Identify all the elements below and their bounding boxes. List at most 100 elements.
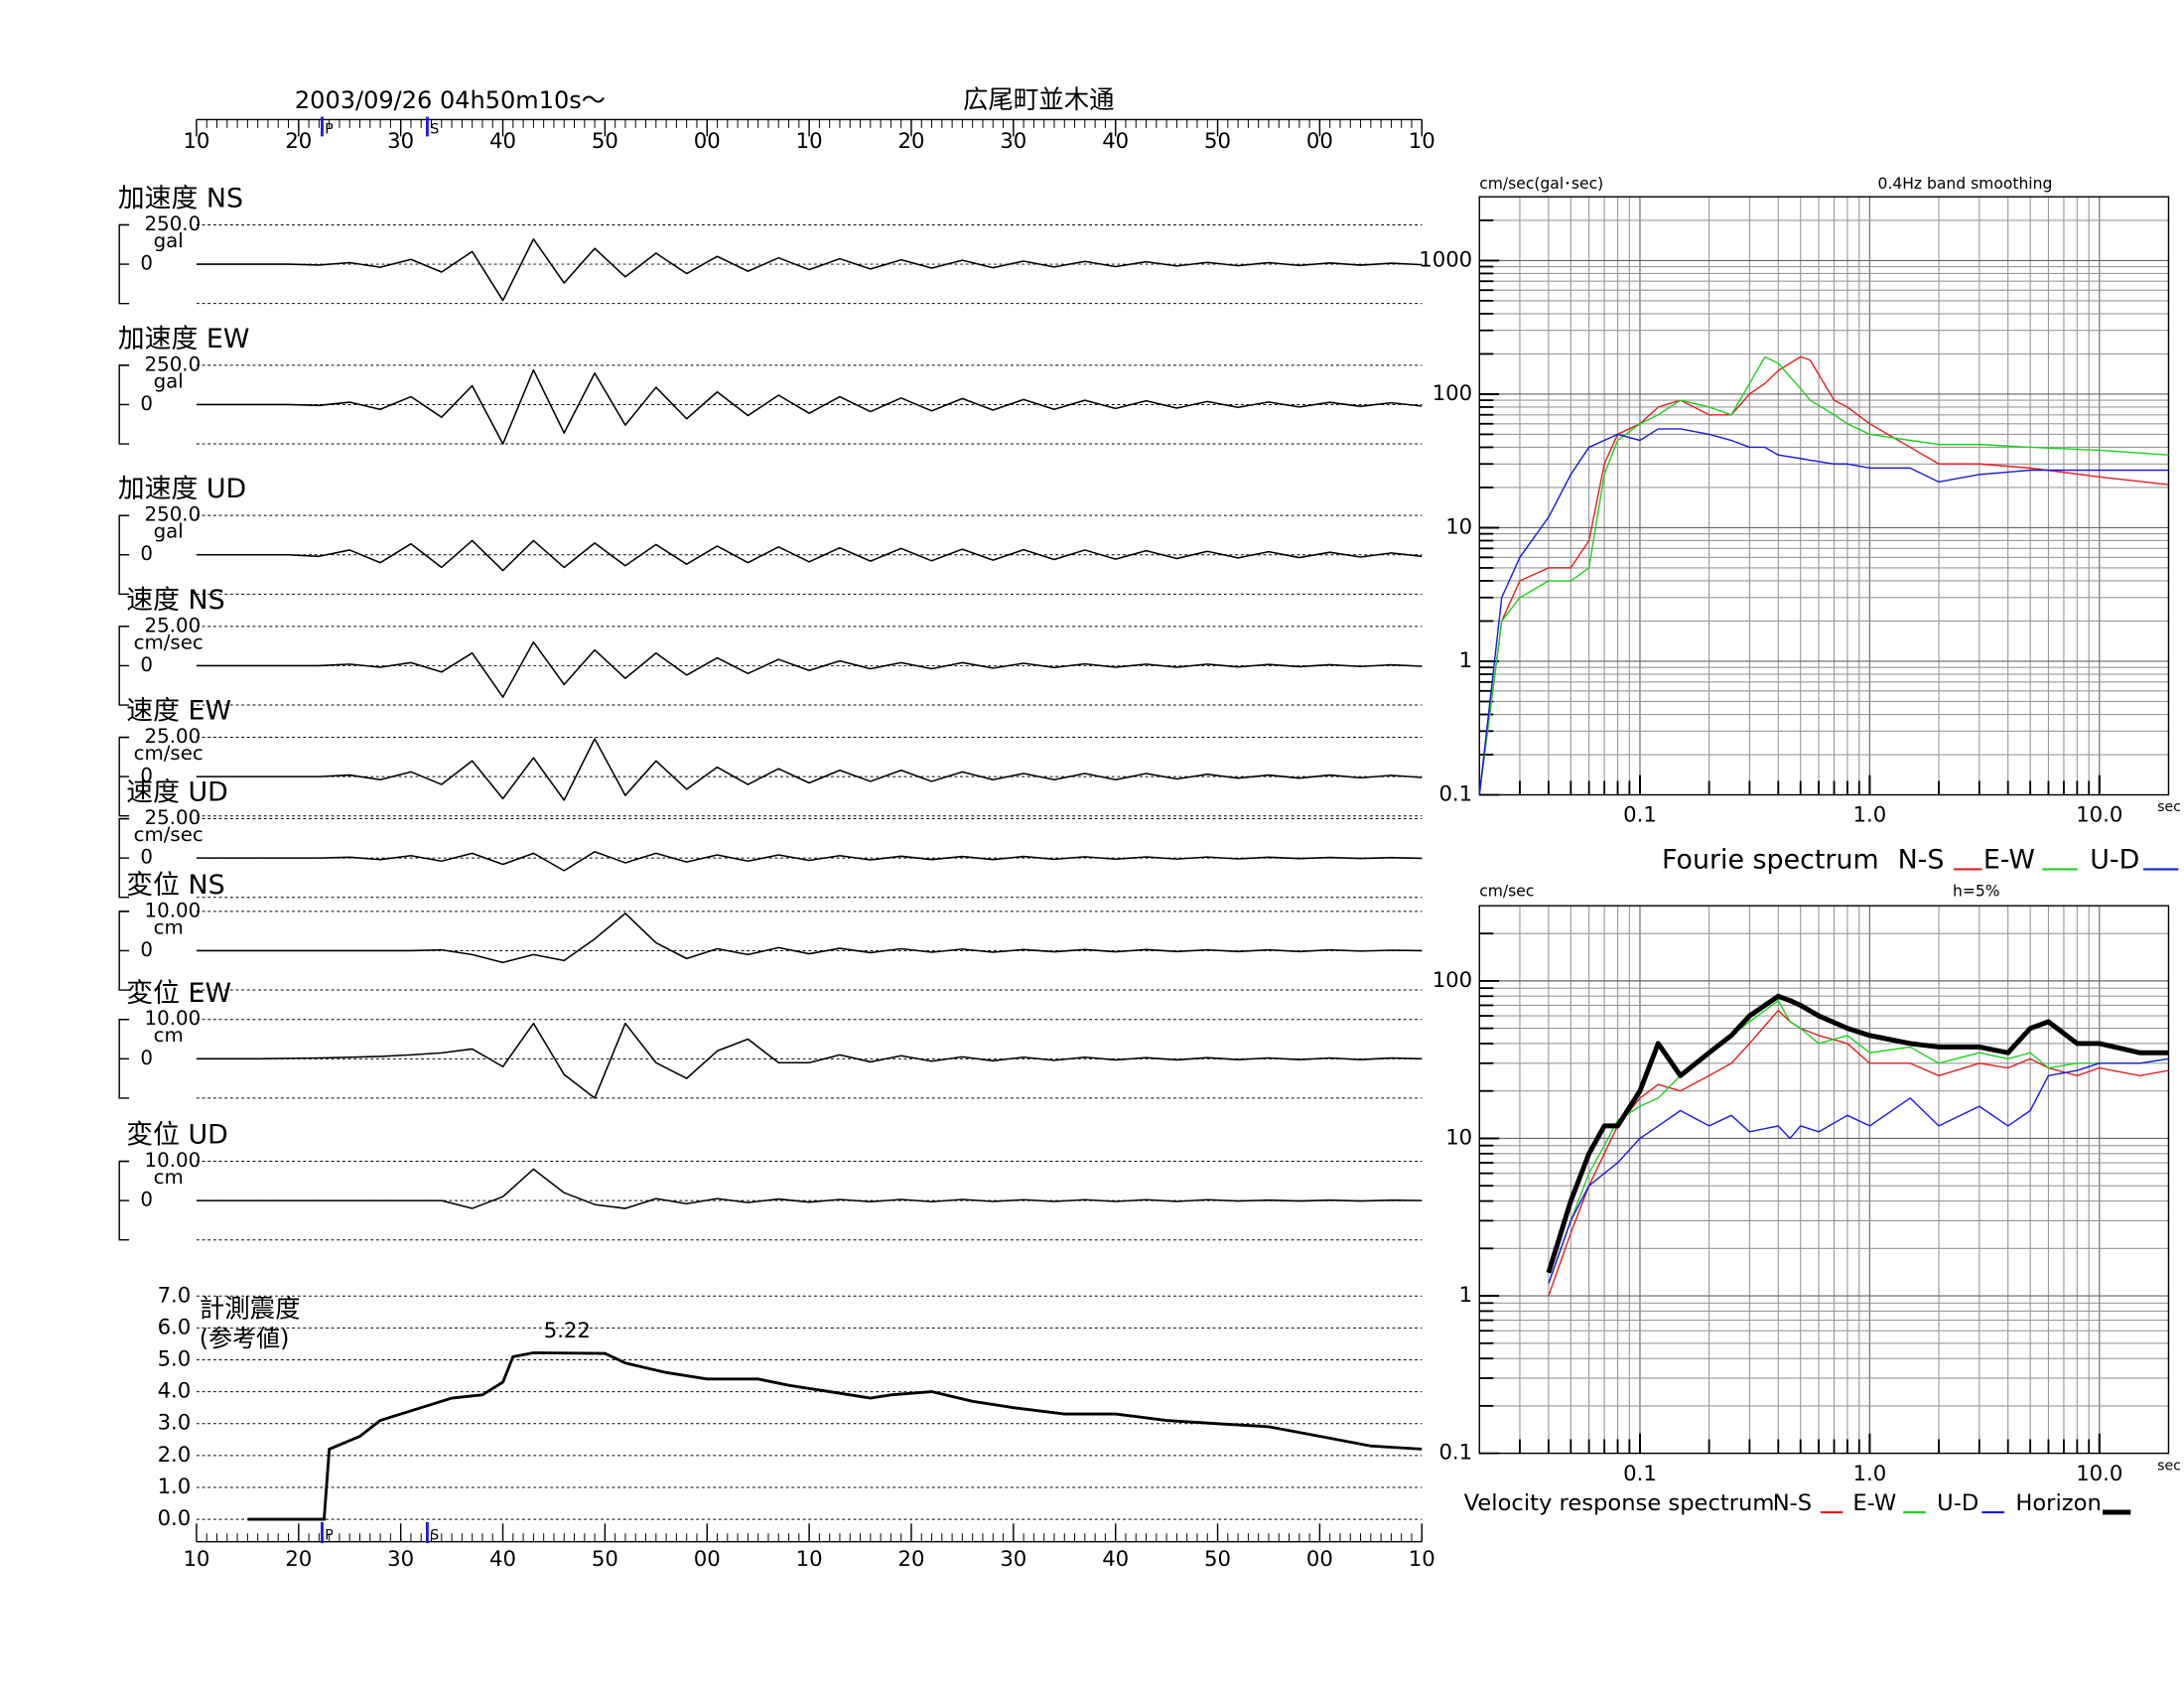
trace-unit: cm [154,1024,184,1047]
y-tick-label: 0.1 [1438,781,1472,806]
legend-label: U-D [2090,844,2139,875]
waveform-trace [196,640,1423,698]
trace-title: 速度 EW [126,696,231,727]
time-tick-label: 40 [1102,1546,1129,1571]
intensity-line [247,1350,1423,1521]
trace-tick-label: 0 [140,653,153,676]
trace-title: 変位 NS [126,870,224,901]
waveform-trace [196,850,1423,872]
peak-label: 5.22 [544,1318,591,1342]
x-tick-label: 10.0 [2076,1461,2122,1485]
trace-title: 変位 UD [126,1120,228,1151]
trace-title: 速度 NS [126,585,224,616]
time-tick-label: 30 [1000,1546,1026,1571]
trace-title: 加速度 UD [118,474,246,504]
time-tick-label: 50 [592,1546,618,1571]
phase-label: P [325,1527,334,1543]
spectrum-line [1478,428,2169,795]
x-axis-unit: sec [2157,1458,2181,1474]
trace-title: 加速度 EW [118,324,250,354]
legend-label: Horizon [2015,1490,2101,1516]
chart-title: 計測震度 [200,1293,301,1323]
trace-unit: cm/sec [134,631,204,653]
plot-frame [1478,905,2170,1455]
waveform-trace [196,237,1423,302]
waveform-trace [196,738,1423,801]
time-tick-label: 10 [1409,1546,1435,1571]
station-name: 広尾町並木通 [963,84,1115,114]
chart-subtitle: (参考値) [200,1325,290,1352]
time-tick-label: 00 [694,128,721,153]
y-tick-label: 5.0 [158,1346,192,1371]
x-tick-label: 10.0 [2076,802,2122,827]
trace-tick-label: 0 [140,938,153,961]
trace-tick-label: 250.0 [145,352,202,375]
trace-tick-label: 0 [140,1189,153,1211]
time-tick-label: 30 [1000,128,1026,153]
time-tick-label: 20 [897,1546,924,1571]
time-tick-label: 10 [1409,128,1435,153]
y-tick-label: 10 [1445,513,1472,538]
time-tick-label: 50 [1204,1546,1231,1571]
legend-label: U-D [1937,1490,1979,1516]
trace-unit: gal [154,369,184,392]
phase-label: S [430,1527,439,1543]
trace-tick-label: 10.00 [145,1007,202,1030]
spectrum-line [1478,355,2169,795]
time-tick-label: 00 [1306,128,1333,153]
spectrum-line [1546,993,2169,1274]
time-tick-label: 20 [285,128,312,153]
annotation: 0.4Hz band smoothing [1878,175,2053,193]
trace-tick-label: 0 [140,1047,153,1069]
trace-tick-label: 10.00 [145,1149,202,1172]
y-tick-label: 1 [1459,1282,1472,1307]
time-tick-label: 30 [387,128,414,153]
trace-tick-label: 0 [140,846,153,869]
waveform-trace [196,913,1423,964]
time-tick-label: 10 [183,1546,209,1571]
y-tick-label: 100 [1433,380,1472,405]
y-tick-label: 1 [1459,647,1472,672]
y-tick-label: 0.0 [158,1505,192,1530]
legend-label: E-W [1983,844,2035,875]
y-axis-unit: cm/sec [1479,883,1534,901]
time-tick-label: 40 [489,128,516,153]
spectrum-line [1548,1057,2169,1284]
phase-label: S [430,121,439,137]
y-tick-label: 2.0 [158,1442,192,1467]
time-tick-label: 10 [796,128,823,153]
plot-frame [1478,196,2170,796]
x-tick-label: 0.1 [1623,802,1657,827]
trace-title: 速度 UD [126,777,228,808]
trace-tick-label: 250.0 [145,503,202,526]
trace-unit: cm/sec [134,742,204,765]
waveform-trace [196,1022,1423,1099]
legend-label: E-W [1852,1490,1896,1516]
y-tick-label: 0.1 [1438,1440,1472,1465]
trace-unit: gal [154,229,184,252]
waveform-trace [196,368,1423,445]
record-datetime: 2003/09/26 04h50m10s〜 [295,86,606,114]
legend-label: N-S [1898,844,1945,875]
time-tick-label: 30 [387,1546,414,1571]
trace-tick-label: 25.00 [145,614,202,636]
y-tick-label: 7.0 [158,1282,192,1307]
trace-tick-label: 0 [140,392,153,415]
annotation: h=5% [1953,883,2000,901]
chart-title: Fourie spectrum [1662,844,1879,875]
y-tick-label: 6.0 [158,1314,192,1338]
x-tick-label: 1.0 [1853,1461,1887,1485]
y-tick-label: 4.0 [158,1378,192,1403]
trace-tick-label: 0 [140,765,153,787]
trace-tick-label: 10.00 [145,899,202,921]
x-tick-label: 1.0 [1853,802,1887,827]
time-tick-label: 40 [489,1546,516,1571]
y-tick-label: 100 [1433,967,1472,992]
time-tick-label: 10 [183,128,209,153]
y-axis-unit: cm/sec(gal･sec) [1479,175,1603,193]
trace-tick-label: 0 [140,542,153,565]
waveform-trace [196,539,1423,572]
y-tick-label: 3.0 [158,1410,192,1435]
